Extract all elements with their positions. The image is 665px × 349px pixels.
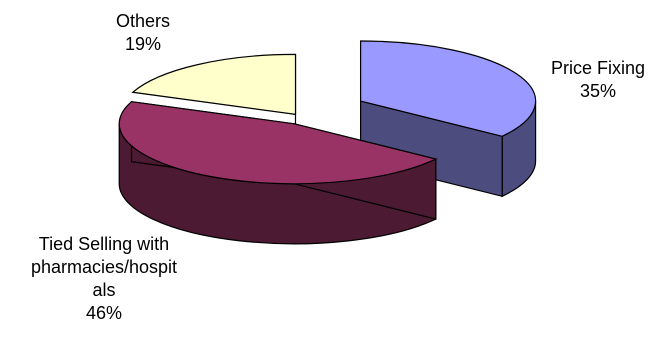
slice-name-price-fixing: Price Fixing [550,58,646,78]
slice-label-tied-selling: Tied Selling with pharmacies/hospit als … [4,233,204,325]
slice-percent-price-fixing: 35% [579,81,617,101]
slice-label-price-fixing: Price Fixing 35% [528,57,665,103]
slice-top-tied-selling [118,101,438,185]
slice-top-price-fixing [359,40,537,137]
slice-percent-tied-selling: 46% [85,303,123,323]
slice-percent-others: 19% [124,34,162,54]
slice-name-tied-selling-line3: als [92,280,116,300]
slice-top-others [131,53,297,116]
slice-name-tied-selling-line1: Tied Selling with [38,234,170,254]
slice-name-others: Others [115,11,171,31]
pie-tops [118,40,537,185]
slice-label-others: Others 19% [98,10,188,56]
slice-name-tied-selling-line2: pharmacies/hospit [30,257,178,277]
